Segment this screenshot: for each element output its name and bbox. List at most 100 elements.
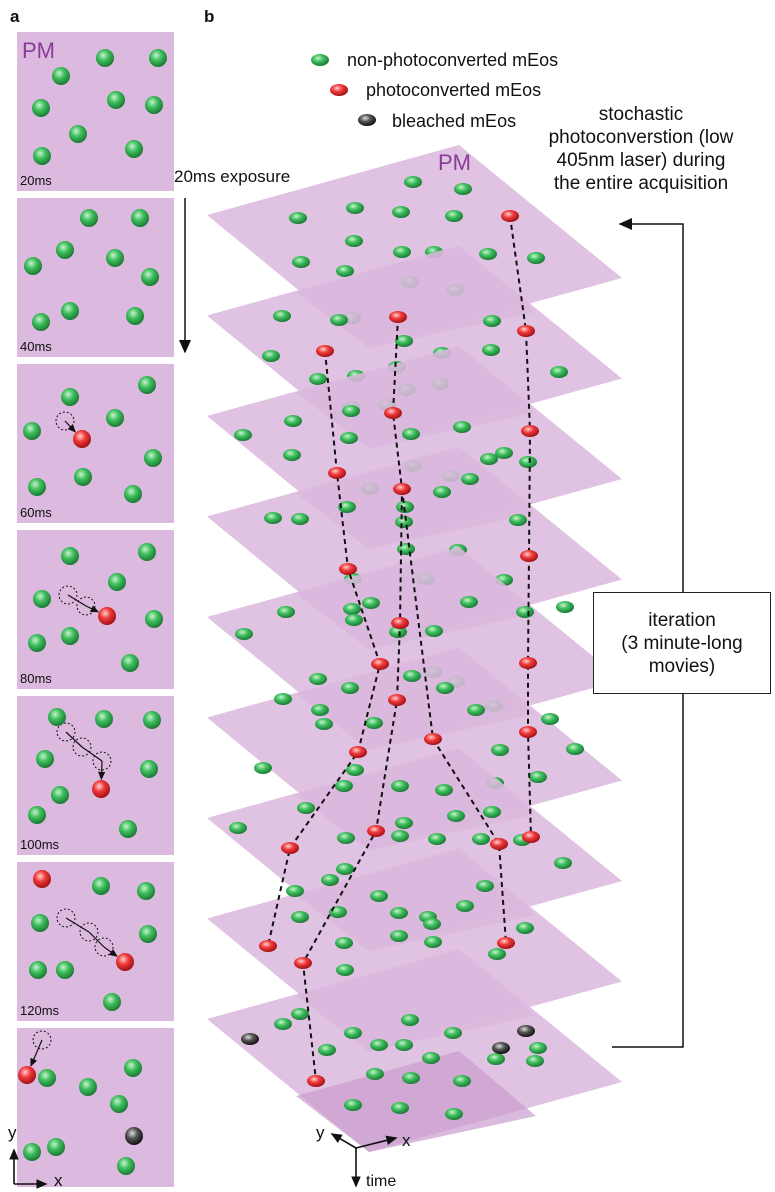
legend-swatch-green — [311, 54, 329, 66]
molecule-non-photoconverted — [106, 409, 124, 427]
molecule-photoconverted — [316, 345, 334, 357]
molecule-non-photoconverted — [480, 453, 498, 465]
molecule-non-photoconverted — [550, 366, 568, 378]
molecule-photoconverted — [388, 694, 406, 706]
molecule-non-photoconverted — [390, 930, 408, 942]
molecule-non-photoconverted — [346, 202, 364, 214]
molecules-top — [241, 210, 540, 1087]
molecule-non-photoconverted — [277, 606, 295, 618]
molecule-non-photoconverted — [321, 874, 339, 886]
image-plane-9 — [207, 949, 622, 1152]
molecule-non-photoconverted — [340, 432, 358, 444]
molecule-non-photoconverted — [234, 429, 252, 441]
molecule-non-photoconverted — [392, 206, 410, 218]
molecule-non-photoconverted — [403, 670, 421, 682]
molecule-non-photoconverted — [482, 344, 500, 356]
molecule-non-photoconverted — [143, 711, 161, 729]
trajectory-segment — [65, 731, 83, 748]
molecule-photoconverted — [339, 563, 357, 575]
molecule-non-photoconverted — [36, 750, 54, 768]
axis-y-label-b: y — [316, 1123, 325, 1142]
trajectory-arrow — [98, 760, 106, 781]
panel-b-stack — [207, 145, 622, 1152]
molecule-non-photoconverted — [291, 513, 309, 525]
molecule-photoconverted — [259, 940, 277, 952]
molecule-non-photoconverted — [566, 743, 584, 755]
previous-position-ghost — [79, 922, 99, 942]
annotation-line-3: 405nm laser) during — [556, 150, 726, 171]
trajectory-2 — [301, 316, 404, 1082]
annotation-line-4: the entire acquisition — [553, 173, 729, 194]
trajectory-arrow — [30, 1039, 43, 1067]
molecule-photoconverted — [424, 733, 442, 745]
molecule-non-photoconverted — [447, 810, 465, 822]
molecule-non-photoconverted — [23, 422, 41, 440]
exposure-label: 20ms exposure — [174, 167, 290, 186]
previous-position-ghost — [55, 411, 75, 431]
molecule-non-photoconverted — [483, 315, 501, 327]
previous-position-ghost — [72, 737, 92, 757]
molecule-photoconverted — [497, 937, 515, 949]
molecule-non-photoconverted — [291, 1008, 309, 1020]
trajectory-segment — [88, 931, 105, 948]
molecule-non-photoconverted — [124, 485, 142, 503]
molecule-non-photoconverted — [445, 1108, 463, 1120]
molecule-non-photoconverted — [32, 99, 50, 117]
molecule-non-photoconverted — [61, 388, 79, 406]
molecule-bleached — [492, 1042, 510, 1054]
frame-time-label: 120ms — [20, 1003, 60, 1018]
molecule-non-photoconverted — [487, 1053, 505, 1065]
molecule-non-photoconverted — [48, 708, 66, 726]
molecule-non-photoconverted — [370, 890, 388, 902]
panel-a-axes: y x — [8, 1123, 63, 1190]
frame-4: 80ms — [17, 530, 174, 689]
molecule-non-photoconverted — [274, 693, 292, 705]
photoconversion-annotation: stochastic photoconverstion (low 405nm l… — [516, 103, 766, 195]
molecule-non-photoconverted — [32, 313, 50, 331]
molecule-non-photoconverted — [297, 802, 315, 814]
molecule-non-photoconverted — [435, 784, 453, 796]
molecule-non-photoconverted — [516, 922, 534, 934]
molecule-non-photoconverted — [96, 49, 114, 67]
molecule-non-photoconverted — [254, 762, 272, 774]
molecule-non-photoconverted — [38, 1069, 56, 1087]
molecule-non-photoconverted — [541, 713, 559, 725]
frame-1: 20ms — [17, 32, 174, 191]
molecule-bleached — [517, 1025, 535, 1037]
molecule-non-photoconverted — [345, 614, 363, 626]
molecule-non-photoconverted — [436, 682, 454, 694]
molecule-non-photoconverted — [495, 447, 513, 459]
molecule-photoconverted — [367, 825, 385, 837]
molecule-non-photoconverted — [404, 176, 422, 188]
molecule-non-photoconverted — [103, 993, 121, 1011]
molecule-non-photoconverted — [264, 512, 282, 524]
molecule-non-photoconverted — [284, 415, 302, 427]
molecule-non-photoconverted — [61, 627, 79, 645]
molecule-non-photoconverted — [119, 820, 137, 838]
molecule-non-photoconverted — [80, 209, 98, 227]
molecule-non-photoconverted — [366, 1068, 384, 1080]
molecule-non-photoconverted — [74, 468, 92, 486]
molecule-non-photoconverted — [52, 67, 70, 85]
molecule-photoconverted — [328, 467, 346, 479]
molecule-non-photoconverted — [124, 1059, 142, 1077]
molecule-non-photoconverted — [92, 877, 110, 895]
molecule-non-photoconverted — [509, 514, 527, 526]
molecule-non-photoconverted — [397, 543, 415, 555]
molecule-photoconverted — [349, 746, 367, 758]
previous-position-ghost — [32, 1030, 52, 1050]
axis-x-label-b: x — [402, 1131, 411, 1150]
frame-background — [17, 1028, 174, 1187]
molecule-non-photoconverted — [95, 710, 113, 728]
molecule-non-photoconverted — [467, 704, 485, 716]
molecule-non-photoconverted — [344, 1099, 362, 1111]
molecule-non-photoconverted — [28, 478, 46, 496]
molecule-non-photoconverted — [139, 925, 157, 943]
molecule-non-photoconverted — [309, 373, 327, 385]
molecule-non-photoconverted — [283, 449, 301, 461]
molecule-non-photoconverted — [289, 212, 307, 224]
molecule-non-photoconverted — [362, 597, 380, 609]
molecule-non-photoconverted — [389, 626, 407, 638]
molecule-non-photoconverted — [56, 961, 74, 979]
